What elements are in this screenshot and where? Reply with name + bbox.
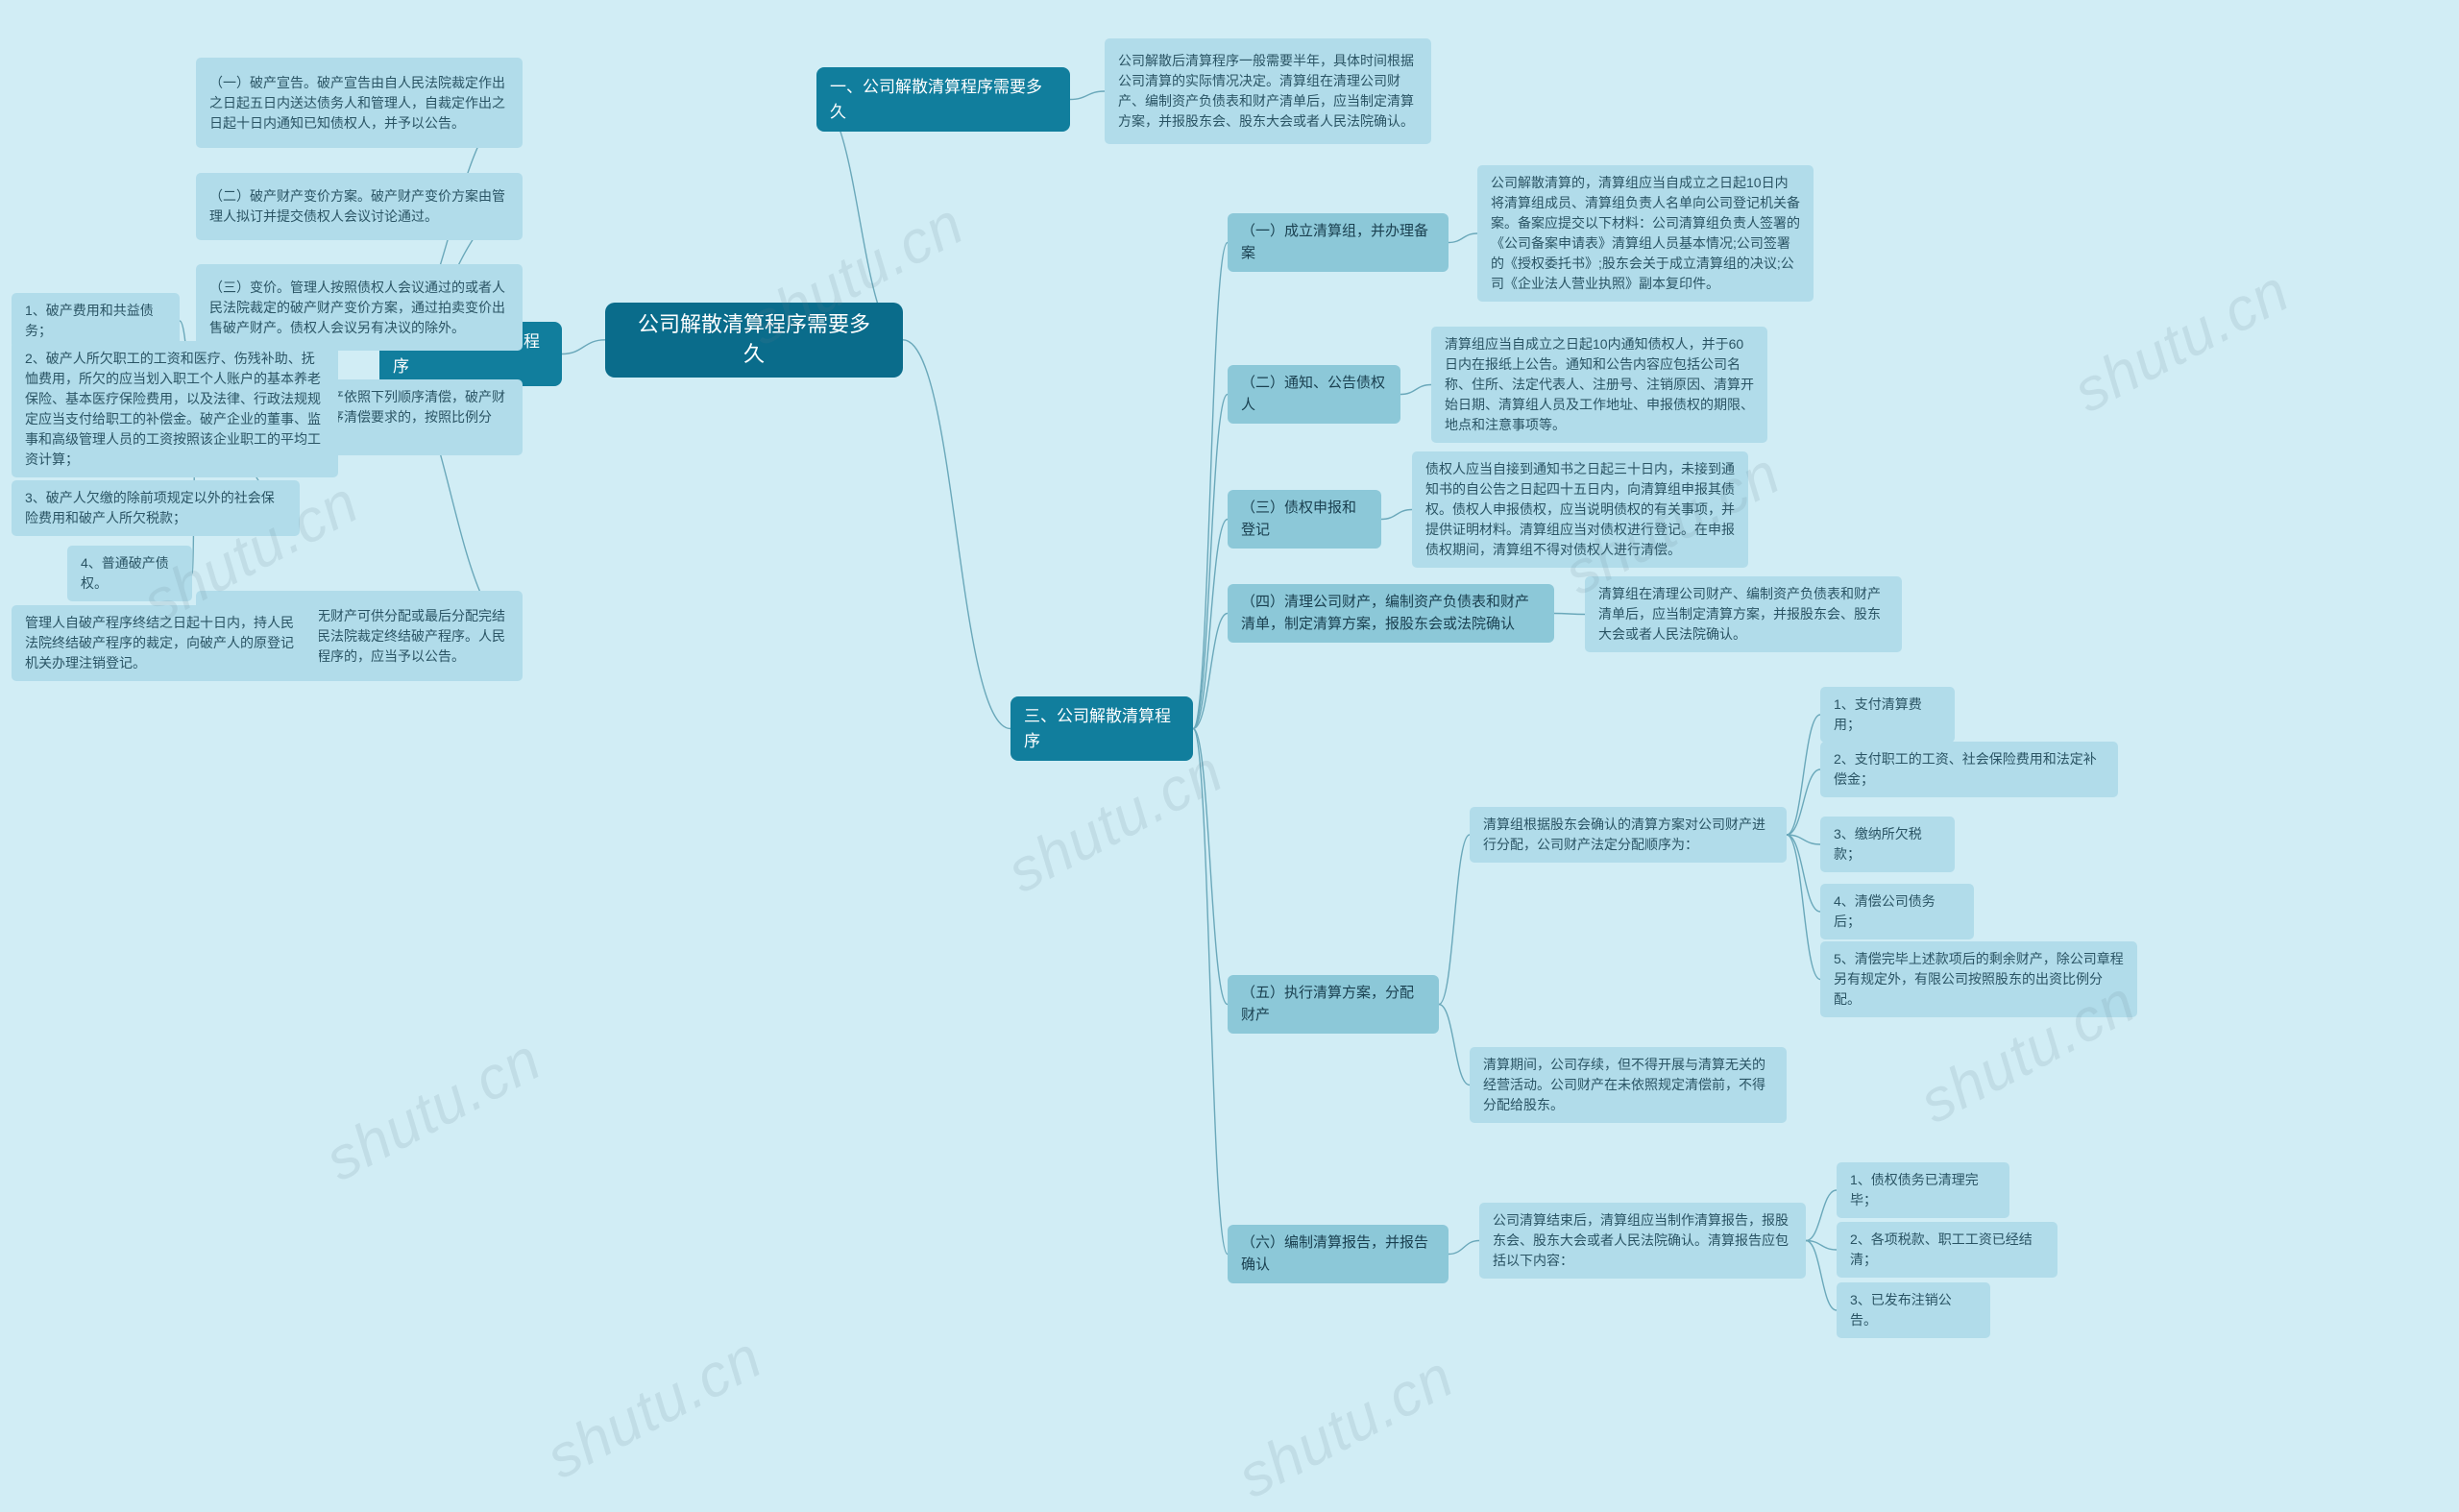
watermark: shutu.cn	[536, 1323, 773, 1492]
node-b3[interactable]: 三、公司解散清算程序	[1010, 696, 1193, 761]
node-b3_5a5[interactable]: 5、清偿完毕上述款项后的剩余财产，除公司章程另有规定外，有限公司按照股东的出资比…	[1820, 941, 2137, 1017]
watermark: shutu.cn	[997, 737, 1234, 906]
node-b2_4_2[interactable]: 2、破产人所欠职工的工资和医疗、伤残补助、抚恤费用，所欠的应当划入职工个人账户的…	[12, 341, 338, 477]
node-root[interactable]: 公司解散清算程序需要多 久	[605, 303, 903, 378]
edge-b3_6-b3_6d	[1449, 1241, 1479, 1255]
watermark: shutu.cn	[315, 1025, 552, 1194]
node-b1[interactable]: 一、公司解散清算程序需要多久	[816, 67, 1070, 132]
watermark: shutu.cn	[1228, 1342, 1465, 1511]
edge-b3-b3_6	[1193, 729, 1228, 1255]
edge-b1-b1d	[1070, 91, 1105, 100]
node-b3_1[interactable]: （一）成立清算组，并办理备案	[1228, 213, 1449, 272]
edge-b3-b3_5	[1193, 729, 1228, 1005]
edge-b3_4-b3_4d	[1554, 614, 1585, 615]
edge-b3_5-b3_5b	[1439, 1005, 1470, 1085]
edge-root-b2	[562, 340, 605, 354]
edge-b3_5a-b3_5a4	[1787, 835, 1820, 912]
node-b3_6d2[interactable]: 2、各项税款、职工工资已经结清；	[1837, 1222, 2057, 1278]
edge-b3_5a-b3_5a5	[1787, 835, 1820, 980]
node-b2_4_4[interactable]: 4、普通破产债权。	[67, 546, 192, 601]
edge-b3_3-b3_3d	[1381, 510, 1412, 520]
node-b2_1[interactable]: （一）破产宣告。破产宣告由自人民法院裁定作出之日起五日内送达债务人和管理人，自裁…	[196, 58, 523, 148]
node-b3_4d[interactable]: 清算组在清理公司财产、编制资产负债表和财产清单后，应当制定清算方案，并报股东会、…	[1585, 576, 1902, 652]
node-b3_5a4[interactable]: 4、清偿公司债务后；	[1820, 884, 1974, 939]
node-b2_3[interactable]: （三）变价。管理人按照债权人会议通过的或者人民法院裁定的破产财产变价方案，通过拍…	[196, 264, 523, 351]
node-b3_3d[interactable]: 债权人应当自接到通知书之日起三十日内，未接到通知书的自公告之日起四十五日内，向清…	[1412, 451, 1748, 568]
edge-b3_6d-b3_6d2	[1806, 1241, 1837, 1251]
node-b3_3[interactable]: （三）债权申报和登记	[1228, 490, 1381, 549]
edge-b3_6d-b3_6d1	[1806, 1190, 1837, 1241]
edge-b3-b3_3	[1193, 520, 1228, 729]
node-b3_5a2[interactable]: 2、支付职工的工资、社会保险费用和法定补偿金；	[1820, 742, 2118, 797]
node-b3_5[interactable]: （五）执行清算方案，分配财产	[1228, 975, 1439, 1034]
node-b3_6[interactable]: （六）编制清算报告，并报告确认	[1228, 1225, 1449, 1283]
node-b3_1d[interactable]: 公司解散清算的，清算组应当自成立之日起10日内将清算组成员、清算组负责人名单向公…	[1477, 165, 1814, 302]
edge-b3_5a-b3_5a2	[1787, 769, 1820, 835]
edge-b3-b3_1	[1193, 243, 1228, 729]
edge-b3_2-b3_2d	[1400, 385, 1431, 395]
node-b3_5a3[interactable]: 3、缴纳所欠税款；	[1820, 817, 1955, 872]
edge-b3_5-b3_5a	[1439, 835, 1470, 1005]
edge-b3_5a-b3_5a1	[1787, 715, 1820, 835]
edge-b3-b3_2	[1193, 395, 1228, 729]
node-b3_5b[interactable]: 清算期间，公司存续，但不得开展与清算无关的经营活动。公司财产在未依照规定清偿前，…	[1470, 1047, 1787, 1123]
edge-root-b3	[903, 340, 1010, 729]
node-b3_2d[interactable]: 清算组应当自成立之日起10内通知债权人，并于60日内在报纸上公告。通知和公告内容…	[1431, 327, 1767, 443]
node-b2_5d[interactable]: 管理人自破产程序终结之日起十日内，持人民法院终结破产程序的裁定，向破产人的原登记…	[12, 605, 319, 681]
node-b2_2[interactable]: （二）破产财产变价方案。破产财产变价方案由管理人拟订并提交债权人会议讨论通过。	[196, 173, 523, 240]
watermark: shutu.cn	[2063, 256, 2301, 426]
node-b3_6d1[interactable]: 1、债权债务已清理完毕；	[1837, 1162, 2009, 1218]
node-b1d[interactable]: 公司解散后清算程序一般需要半年，具体时间根据公司清算的实际情况决定。清算组在清理…	[1105, 38, 1431, 144]
node-b3_6d3[interactable]: 3、已发布注销公告。	[1837, 1282, 1990, 1338]
node-b3_5a[interactable]: 清算组根据股东会确认的清算方案对公司财产进行分配，公司财产法定分配顺序为：	[1470, 807, 1787, 863]
edge-b3-b3_4	[1193, 614, 1228, 729]
node-b3_2[interactable]: （二）通知、公告债权人	[1228, 365, 1400, 424]
node-b3_6d[interactable]: 公司清算结束后，清算组应当制作清算报告，报股东会、股东大会或者人民法院确认。清算…	[1479, 1203, 1806, 1279]
node-b3_5a1[interactable]: 1、支付清算费用；	[1820, 687, 1955, 743]
edge-b3_1-b3_1d	[1449, 233, 1477, 243]
node-b2_4_3[interactable]: 3、破产人欠缴的除前项规定以外的社会保险费用和破产人所欠税款；	[12, 480, 300, 536]
edge-b3_5a-b3_5a3	[1787, 835, 1820, 844]
node-b3_4[interactable]: （四）清理公司财产，编制资产负债表和财产清单，制定清算方案，报股东会或法院确认	[1228, 584, 1554, 643]
edge-b3_6d-b3_6d3	[1806, 1241, 1837, 1311]
